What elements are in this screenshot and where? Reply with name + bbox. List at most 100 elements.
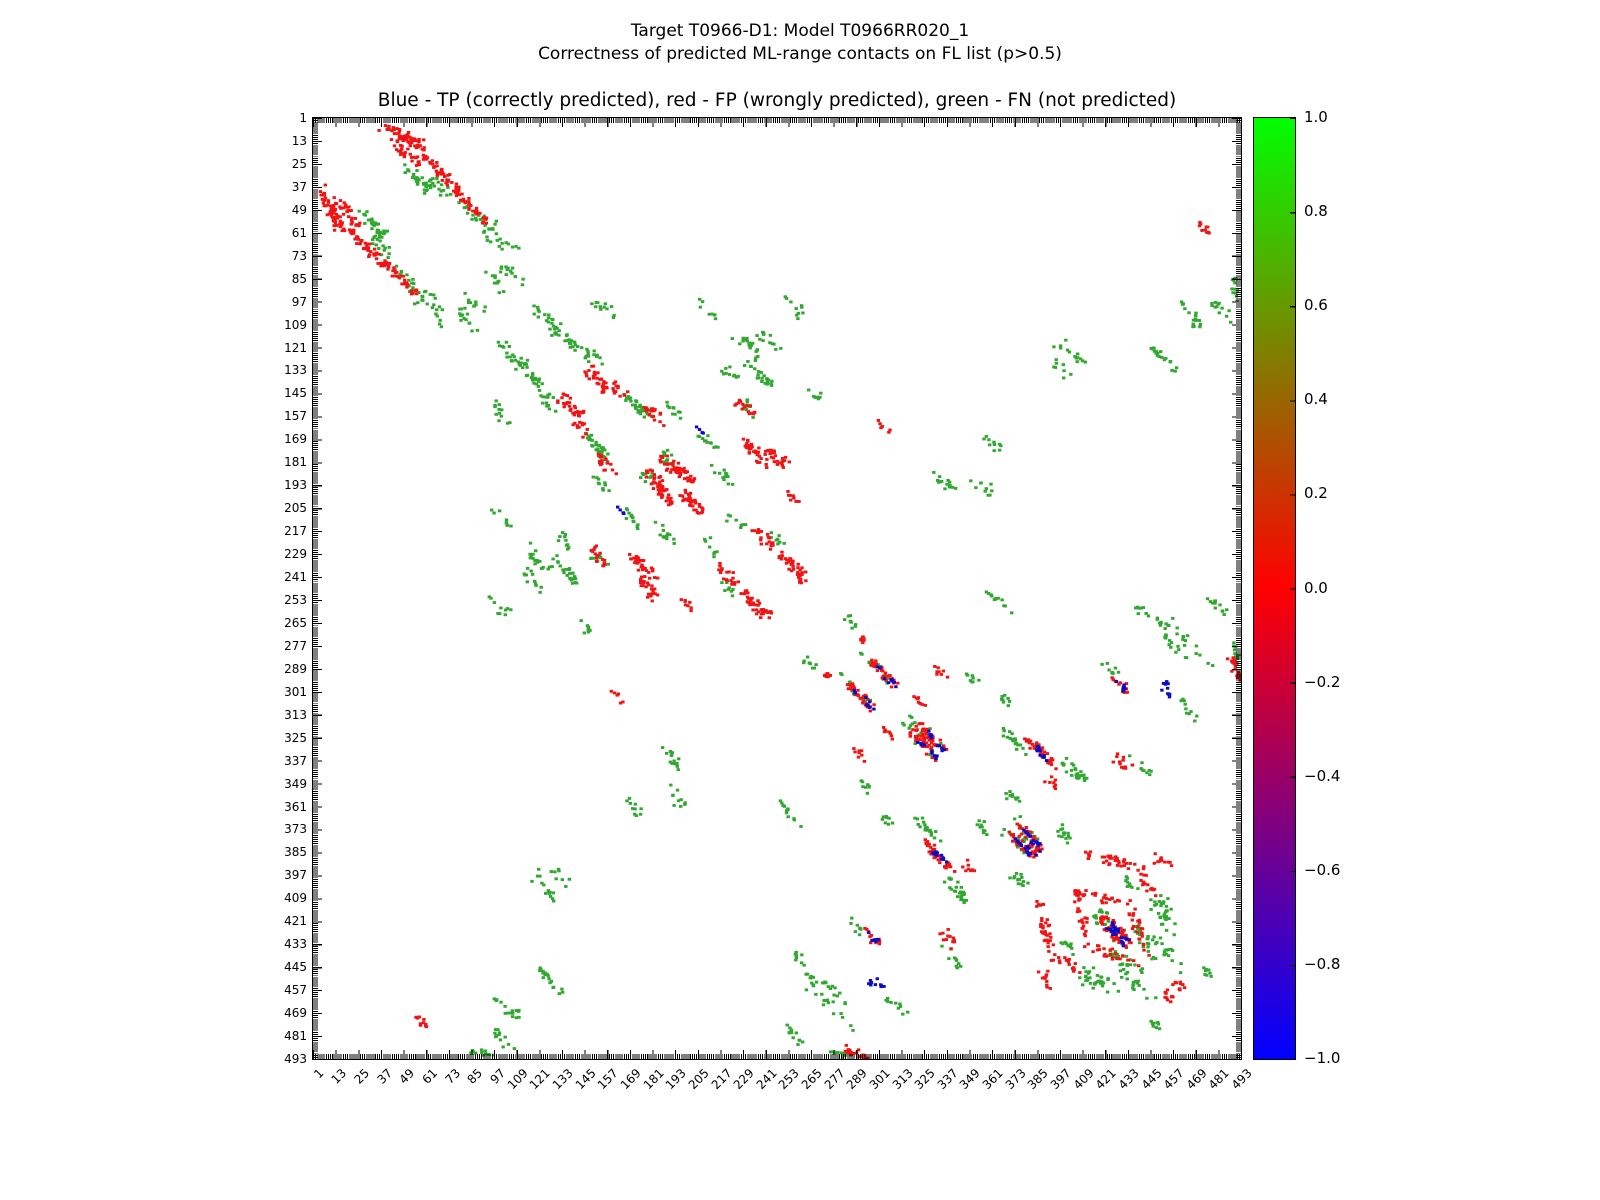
x-tick-label: 217 [708, 1066, 735, 1093]
x-tick-label: 361 [979, 1066, 1006, 1093]
y-tick-label: 133 [284, 363, 307, 378]
x-tick-label: 469 [1183, 1066, 1210, 1093]
y-tick-label: 73 [291, 248, 307, 263]
figure-title: Target T0966-D1: Model T0966RR020_1 Corr… [0, 20, 1600, 66]
y-tick-label: 277 [284, 638, 307, 653]
x-tick-label: 301 [866, 1066, 893, 1093]
x-tick-label: 205 [685, 1066, 712, 1093]
x-tick-label: 289 [844, 1066, 871, 1093]
x-tick-label: 145 [572, 1066, 599, 1093]
x-tick-label: 121 [527, 1066, 554, 1093]
y-tick-label: 25 [291, 156, 307, 171]
y-tick-label: 85 [291, 271, 307, 286]
scatter-points [318, 124, 1241, 1059]
y-tick-label: 445 [284, 960, 307, 975]
colorbar-ticks [1290, 118, 1295, 1059]
y-tick-label: 265 [284, 615, 307, 630]
colorbar-gradient [1254, 118, 1295, 1059]
y-tick-label: 481 [284, 1029, 307, 1044]
x-tick-label: 97 [487, 1066, 508, 1087]
y-tick-label: 13 [291, 133, 307, 148]
x-tick-label: 421 [1093, 1066, 1120, 1093]
x-tick-label: 193 [662, 1066, 690, 1093]
y-tick-label: 97 [291, 294, 307, 309]
colorbar-tick-label: −0.8 [1304, 954, 1341, 973]
colorbar-tick-label: 0.4 [1304, 390, 1328, 409]
x-tick-label: 169 [617, 1066, 644, 1093]
y-tick-label: 109 [284, 317, 307, 332]
y-tick-label: 49 [291, 202, 307, 217]
axes-title: Blue - TP (correctly predicted), red - F… [377, 90, 1177, 111]
y-tick-label: 169 [284, 432, 307, 447]
y-tick-label: 457 [284, 983, 307, 998]
x-tick-label: 349 [957, 1066, 984, 1093]
y-tick-label: 325 [284, 730, 307, 745]
y-tick-label: 61 [291, 225, 307, 240]
colorbar-tick-label: 0.2 [1304, 484, 1328, 503]
y-tick-label: 205 [284, 501, 307, 516]
x-tick-label: 445 [1138, 1066, 1165, 1093]
y-tick-label: 337 [284, 753, 307, 768]
y-tick-label: 193 [284, 478, 307, 493]
x-tick-label: 397 [1047, 1066, 1074, 1093]
y-tick-label: 157 [284, 409, 307, 424]
colorbar-tick-label: 1.0 [1304, 108, 1328, 126]
colorbar-tick-label: 0.6 [1304, 296, 1328, 315]
x-tick-label: 277 [821, 1066, 848, 1093]
plot-area [312, 117, 1242, 1060]
colorbar-tick-label: −0.2 [1304, 672, 1341, 691]
y-tick-label: 217 [284, 524, 307, 539]
x-tick-label: 409 [1070, 1066, 1097, 1093]
x-tick-label: 481 [1206, 1066, 1233, 1093]
x-tick-label: 1 [311, 1066, 327, 1082]
x-tick-label: 109 [504, 1066, 531, 1093]
x-tick-label: 37 [374, 1066, 395, 1087]
x-tick-label: 73 [442, 1066, 463, 1087]
x-tick-label: 133 [549, 1066, 576, 1093]
x-tick-label: 325 [911, 1066, 939, 1093]
x-tick-label: 13 [328, 1066, 350, 1087]
colorbar [1253, 117, 1296, 1060]
y-tick-label: 373 [284, 822, 307, 837]
x-tick-label: 457 [1160, 1066, 1188, 1093]
y-tick-label: 493 [284, 1052, 307, 1066]
y-tick-label: 289 [284, 661, 307, 676]
x-tick-label: 241 [753, 1066, 780, 1093]
x-tick-label: 313 [889, 1066, 916, 1093]
y-tick-label: 229 [284, 547, 307, 562]
y-tick-label: 469 [284, 1006, 307, 1021]
x-tick-label: 493 [1228, 1066, 1255, 1093]
x-tick-label: 181 [640, 1066, 667, 1093]
y-tick-label: 409 [284, 891, 307, 906]
x-tick-label: 229 [730, 1066, 757, 1093]
colorbar-tick-label: −1.0 [1304, 1049, 1341, 1067]
x-tick-label: 433 [1115, 1066, 1142, 1093]
y-tick-label: 433 [284, 937, 307, 952]
x-tick-label: 61 [419, 1066, 441, 1087]
colorbar-tick-label: 0.8 [1304, 202, 1328, 221]
figure-title-line2: Correctness of predicted ML-range contac… [538, 44, 1062, 64]
x-tick-label: 157 [595, 1066, 622, 1093]
x-tick-label: 49 [396, 1066, 418, 1087]
figure-title-line1: Target T0966-D1: Model T0966RR020_1 [630, 21, 970, 41]
colorbar-tick-label: −0.4 [1304, 766, 1341, 785]
y-tick-label: 181 [284, 455, 307, 470]
x-tick-label: 337 [934, 1066, 961, 1093]
x-tick-label: 25 [351, 1066, 373, 1087]
x-tick-label: 253 [776, 1066, 803, 1093]
y-tick-label: 313 [284, 707, 307, 722]
x-tick-label: 385 [1025, 1066, 1052, 1093]
y-tick-label: 121 [284, 340, 307, 355]
y-tick-label: 349 [284, 776, 307, 791]
colorbar-tick-label: −0.6 [1304, 860, 1341, 879]
y-tick-label: 385 [284, 845, 307, 860]
y-tick-label: 145 [284, 386, 307, 401]
y-tick-label: 241 [284, 570, 307, 585]
x-tick-label: 85 [464, 1066, 486, 1087]
y-tick-label: 1 [299, 111, 307, 125]
y-tick-label: 421 [284, 914, 307, 929]
y-tick-label: 253 [284, 592, 307, 607]
y-tick-label: 301 [284, 684, 307, 699]
x-tick-label: 373 [1002, 1066, 1029, 1093]
